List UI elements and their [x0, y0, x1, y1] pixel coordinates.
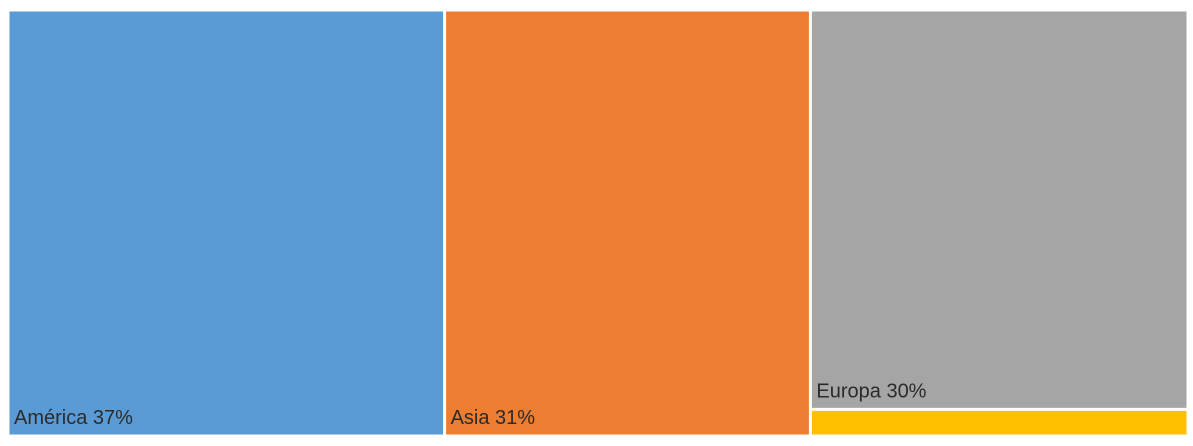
treemap-label-europa: Europa 30% [816, 380, 926, 402]
treemap-tile-unlabeled [811, 410, 1187, 435]
treemap-label-asia: Asia 31% [451, 407, 536, 429]
treemap-tile-europa [811, 11, 1187, 408]
treemap-label-america: América 37% [14, 407, 133, 429]
treemap-tile-america [9, 11, 444, 435]
treemap-tile-asia [446, 11, 809, 435]
